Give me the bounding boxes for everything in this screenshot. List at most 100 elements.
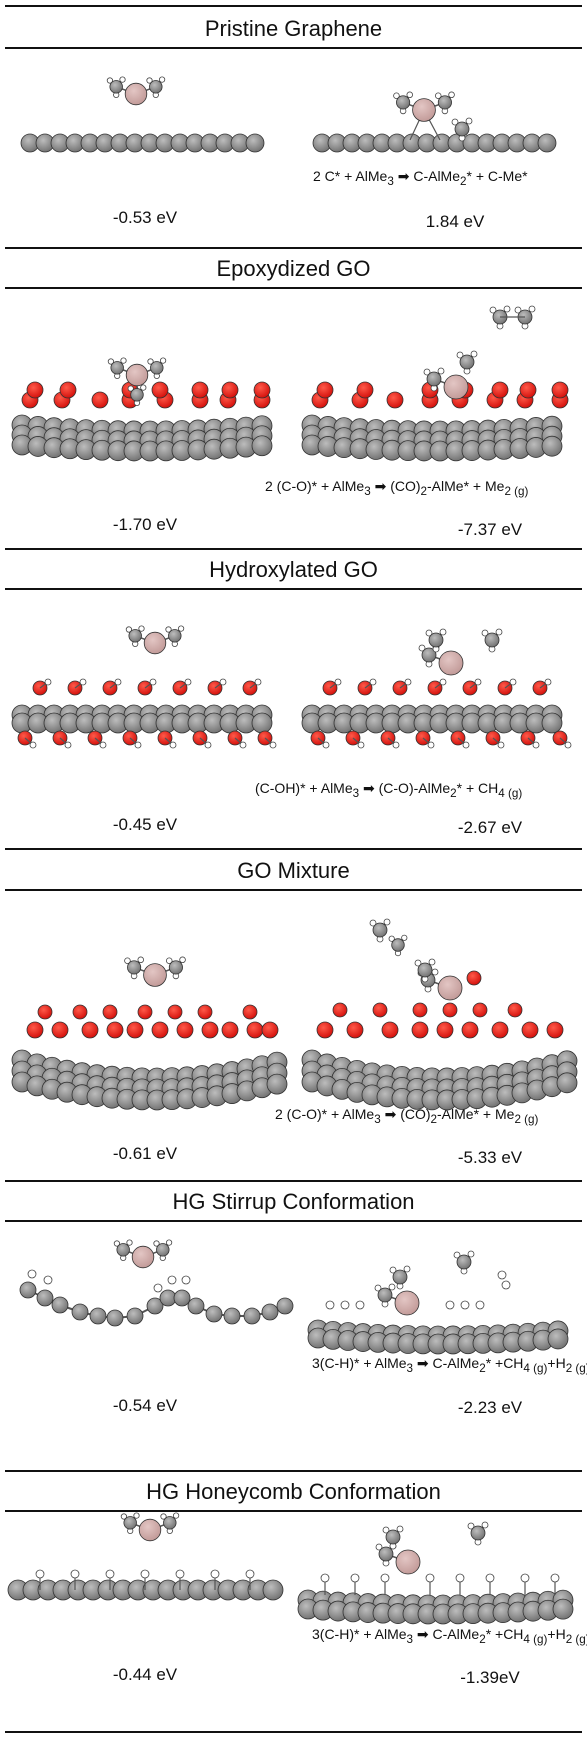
aluminum-atom bbox=[394, 1290, 420, 1316]
carbon-atom bbox=[223, 1307, 241, 1325]
carbon-atom bbox=[150, 361, 164, 375]
carbon-atom bbox=[266, 1073, 288, 1095]
bottom-rule bbox=[5, 1731, 582, 1733]
carbon-atom bbox=[372, 922, 388, 938]
hydrogen-atom bbox=[439, 628, 447, 636]
hydrogen-atom bbox=[239, 741, 247, 749]
left-energy-3: -0.45 eV bbox=[112, 815, 178, 834]
hydrogen-atom bbox=[404, 678, 412, 686]
carbon-atom bbox=[552, 1598, 574, 1620]
carbon-atom bbox=[205, 1305, 223, 1323]
carbon-atom bbox=[541, 435, 563, 457]
oxygen-atom bbox=[346, 1021, 364, 1039]
oxygen-atom bbox=[137, 1004, 153, 1020]
oxygen-atom bbox=[26, 1021, 44, 1039]
hydrogen-atom bbox=[147, 358, 154, 365]
hydrogen-atom bbox=[465, 117, 473, 125]
panel-title-go-mixture: GO Mixture bbox=[237, 858, 350, 883]
hydrogen-atom bbox=[181, 1275, 191, 1285]
hydrogen-atom bbox=[497, 1270, 507, 1280]
hydrogen-atom bbox=[544, 678, 552, 686]
hydrogen-atom bbox=[149, 678, 157, 686]
carbon-atom bbox=[251, 435, 273, 457]
rule-2 bbox=[5, 247, 582, 249]
oxygen-atom bbox=[466, 970, 482, 986]
oxygen-atom bbox=[491, 381, 509, 399]
hydrogen-atom bbox=[114, 678, 122, 686]
hydrogen-atom bbox=[382, 1526, 390, 1534]
panel-title-hg-stirrup: HG Stirrup Conformation bbox=[172, 1189, 415, 1214]
left-energy-6: -0.44 eV bbox=[112, 1665, 178, 1684]
carbon-atom bbox=[173, 1289, 191, 1307]
oxygen-atom bbox=[167, 1004, 183, 1020]
hydrogen-atom bbox=[462, 741, 470, 749]
carbon-atom bbox=[556, 1072, 578, 1094]
rule-4 bbox=[5, 548, 582, 550]
carbon-atom bbox=[128, 629, 142, 643]
hydrogen-atom bbox=[43, 1275, 53, 1285]
carbon-atom bbox=[245, 133, 265, 153]
hydrogen-atom bbox=[204, 741, 212, 749]
hydrogen-atom bbox=[474, 678, 482, 686]
oxygen-atom bbox=[386, 391, 404, 409]
hydrogen-atom bbox=[456, 351, 464, 359]
reaction-equation-6: 3(C-H)* + AlMe3 ➡ C-AlMe2* +CH4 (g)+H2 (… bbox=[312, 1626, 587, 1646]
carbon-atom bbox=[116, 1243, 130, 1257]
hydrogen-atom bbox=[160, 1513, 167, 1520]
aluminum-atom bbox=[138, 1518, 162, 1542]
hydrogen-atom bbox=[495, 628, 503, 636]
oxygen-atom bbox=[436, 1021, 454, 1039]
carbon-atom bbox=[19, 1281, 37, 1299]
hydrogen-atom bbox=[322, 741, 330, 749]
aluminum-atom bbox=[443, 374, 469, 400]
aluminum-atom bbox=[131, 1245, 155, 1269]
hydrogen-atom bbox=[107, 358, 115, 365]
hydrogen-atom bbox=[119, 76, 126, 83]
hydrogen-atom bbox=[418, 644, 426, 652]
carbon-atom bbox=[426, 371, 442, 387]
carbon-atom bbox=[110, 361, 124, 375]
oxygen-atom bbox=[59, 381, 77, 399]
reaction-arrow-icon: ➡ bbox=[397, 168, 410, 184]
hydrogen-atom bbox=[564, 741, 572, 749]
hydrogen-atom bbox=[532, 741, 540, 749]
carbon-atom bbox=[130, 388, 144, 402]
hydrogen-atom bbox=[369, 678, 377, 686]
hydrogen-atom bbox=[467, 1522, 475, 1530]
carbon-atom bbox=[106, 1309, 124, 1327]
carbon-atom bbox=[417, 962, 433, 978]
right-energy-3: -2.67 eV bbox=[457, 818, 523, 837]
hydrogen-atom bbox=[489, 306, 497, 314]
left-energy-4: -0.61 eV bbox=[112, 1144, 178, 1163]
hydrogen-atom bbox=[374, 1284, 382, 1292]
oxygen-atom bbox=[261, 1021, 279, 1039]
carbon-atom bbox=[421, 647, 437, 663]
rule-6 bbox=[5, 848, 582, 850]
hydrogen-atom bbox=[153, 1283, 163, 1293]
hydrogen-atom bbox=[406, 91, 413, 99]
right-energy-2: -7.37 eV bbox=[457, 520, 523, 539]
hydrogen-atom bbox=[448, 91, 455, 99]
reaction-arrow-icon: ➡ bbox=[416, 1355, 429, 1371]
hydrogen-atom bbox=[133, 1512, 140, 1519]
carbon-atom bbox=[243, 1307, 261, 1325]
hydrogen-atom bbox=[79, 678, 87, 686]
hydrogen-atom bbox=[120, 357, 127, 364]
hydrogen-atom bbox=[467, 1250, 475, 1258]
hydrogen-atom bbox=[127, 385, 134, 392]
oxygen-atom bbox=[197, 1004, 213, 1020]
oxygen-atom bbox=[551, 381, 569, 399]
oxygen-atom bbox=[102, 1004, 118, 1020]
hydrogen-atom bbox=[175, 1569, 185, 1579]
carbon-atom bbox=[377, 1287, 393, 1303]
hydrogen-atom bbox=[64, 741, 72, 749]
oxygen-atom bbox=[51, 1021, 69, 1039]
hydrogen-atom bbox=[428, 958, 436, 966]
hydrogen-atom bbox=[501, 1280, 511, 1290]
hydrogen-atom bbox=[470, 350, 478, 358]
hydrogen-atom bbox=[392, 741, 400, 749]
carbon-atom bbox=[187, 1297, 205, 1315]
hydrogen-atom bbox=[210, 1569, 220, 1579]
oxygen-atom bbox=[491, 1021, 509, 1039]
left-energy-5: -0.54 eV bbox=[112, 1396, 178, 1415]
